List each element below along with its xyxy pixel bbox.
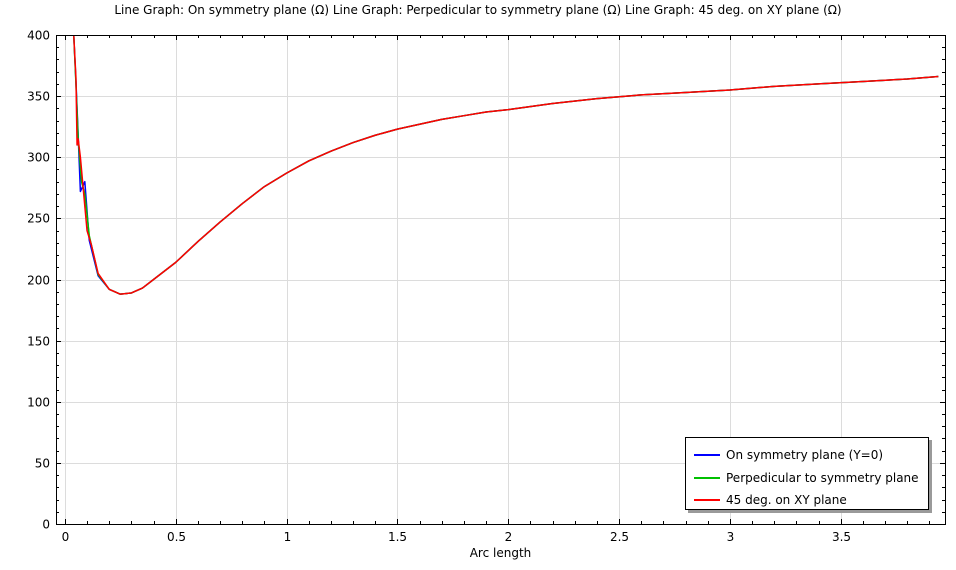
y-tick-label: 350 — [27, 90, 50, 104]
series-line-2 — [72, 34, 939, 295]
chart-title: Line Graph: On symmetry plane (Ω) Line G… — [114, 3, 842, 17]
x-tick-label: 0 — [62, 530, 70, 544]
x-tick-label: 0.5 — [167, 530, 186, 544]
axis-ticks: 0 0.5 1 1.5 2 2.5 3 3.5 0 50 100 150 200 250 300 350 400 — [27, 29, 945, 544]
series-line-1 — [72, 34, 939, 295]
y-tick-label: 0 — [42, 518, 50, 532]
series-line-3 — [72, 34, 939, 295]
x-tick-label: 2 — [505, 530, 513, 544]
x-axis-title: Arc length — [470, 546, 532, 560]
y-tick-label: 200 — [27, 274, 50, 288]
legend: On symmetry plane (Y=0) Perpedicular to s… — [685, 437, 929, 510]
series-lines — [72, 34, 939, 295]
legend-item: 45 deg. on XY plane — [686, 489, 928, 512]
legend-item: On symmetry plane (Y=0) — [686, 444, 928, 467]
legend-label: On symmetry plane (Y=0) — [726, 448, 884, 463]
y-tick-label: 400 — [27, 29, 50, 43]
legend-swatch — [694, 454, 720, 457]
x-tick-label: 3.5 — [832, 530, 851, 544]
y-tick-label: 150 — [27, 335, 50, 349]
x-tick-label: 1 — [284, 530, 292, 544]
y-tick-label: 250 — [27, 212, 50, 226]
legend-label: 45 deg. on XY plane — [726, 493, 847, 508]
y-tick-label: 50 — [35, 457, 50, 471]
x-tick-label: 1.5 — [388, 530, 407, 544]
x-tick-label: 2.5 — [610, 530, 629, 544]
y-tick-label: 300 — [27, 151, 50, 165]
legend-item: Perpedicular to symmetry plane — [686, 467, 928, 490]
legend-swatch — [694, 499, 720, 502]
legend-label: Perpedicular to symmetry plane — [726, 470, 919, 485]
y-tick-label: 100 — [27, 396, 50, 410]
x-tick-label: 3 — [727, 530, 735, 544]
legend-swatch — [694, 476, 720, 479]
